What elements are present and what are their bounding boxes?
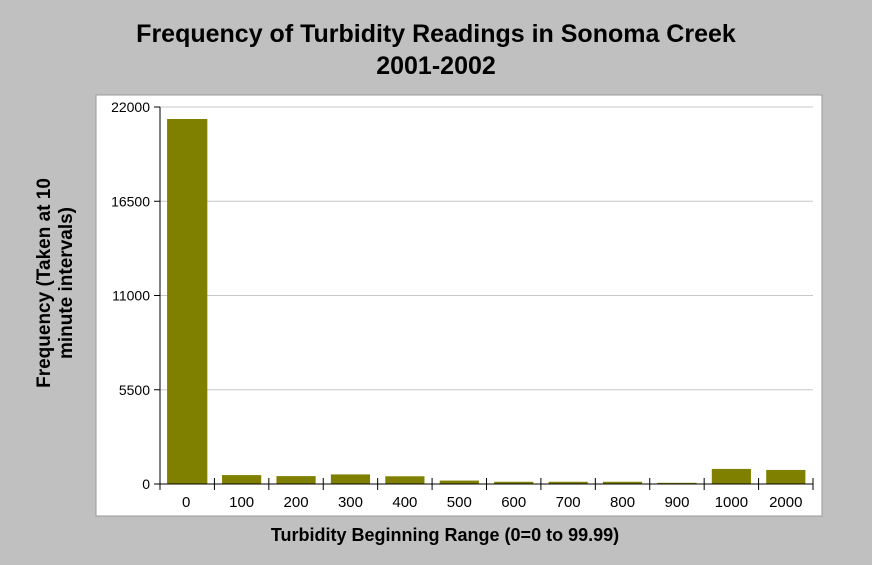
y-axis-label-line2: minute intervals) <box>56 206 77 360</box>
x-tick-label: 2000 <box>769 494 802 511</box>
bar-900 <box>657 482 697 484</box>
bar-0 <box>167 118 208 484</box>
x-tick-label: 200 <box>284 494 309 511</box>
x-tick-labels: 0 100 200 300 400 500 600 700 800 900 1000 2000 <box>182 494 802 511</box>
y-tick-label: 5500 <box>119 382 150 398</box>
y-axis-label-line1: Frequency (Taken at 10 <box>34 178 55 388</box>
x-tick-label: 700 <box>556 494 581 511</box>
x-tick-label: 800 <box>610 494 635 511</box>
x-tick-label: 100 <box>229 494 254 511</box>
bar-300 <box>330 474 371 484</box>
bar-2000 <box>766 469 806 484</box>
x-tick-label: 500 <box>447 494 472 511</box>
x-tick-label: 300 <box>338 494 363 511</box>
bars <box>167 118 806 484</box>
y-tick-labels: 0 5500 11000 16500 22000 <box>111 99 150 492</box>
plot-area <box>95 94 823 517</box>
x-axis-label: Turbidity Beginning Range (0=0 to 99.99) <box>270 525 620 545</box>
bar-400 <box>385 476 425 484</box>
bar-1000 <box>711 468 751 484</box>
bar-100 <box>222 475 262 484</box>
x-tick-label: 0 <box>182 494 190 511</box>
y-tick-label: 11000 <box>112 288 150 304</box>
x-tick-label: 600 <box>501 494 526 511</box>
bar-500 <box>439 480 479 484</box>
bar-200 <box>276 476 316 484</box>
chart-subtitle: 2001-2002 <box>376 52 496 80</box>
axes <box>154 106 814 490</box>
chart-title: Frequency of Turbidity Readings in Sonom… <box>136 20 736 48</box>
gridlines <box>160 106 813 391</box>
bar-700 <box>548 481 588 484</box>
y-tick-label: 22000 <box>111 99 150 115</box>
y-tick-label: 0 <box>142 476 150 492</box>
bar-600 <box>494 481 534 484</box>
bar-800 <box>602 481 643 484</box>
x-tick-label: 400 <box>392 494 417 511</box>
x-tick-label: 900 <box>664 494 689 511</box>
y-tick-label: 16500 <box>111 193 150 209</box>
x-tick-label: 1000 <box>715 494 748 511</box>
